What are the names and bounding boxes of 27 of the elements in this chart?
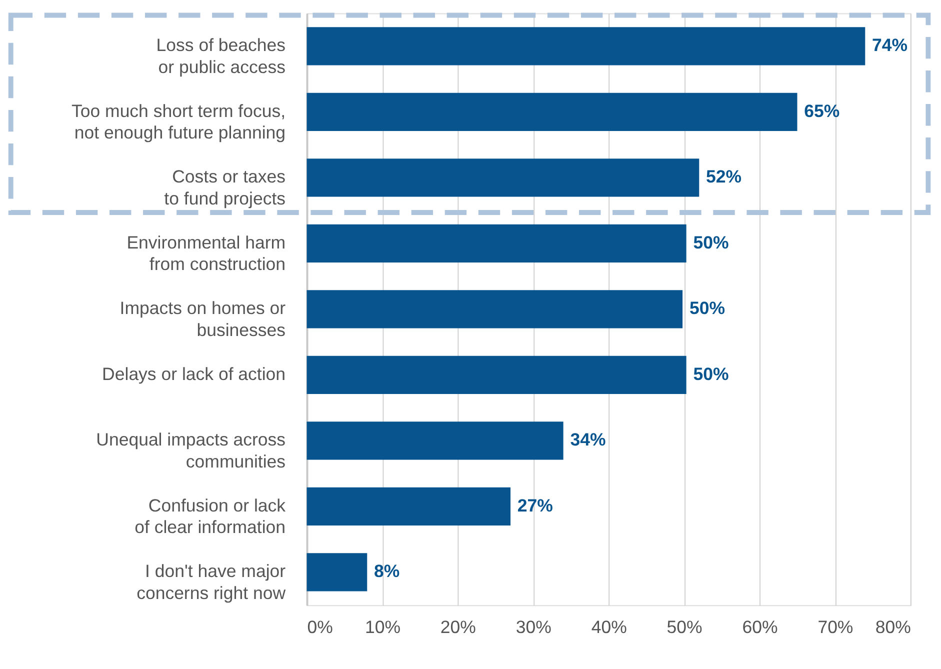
data-label: 34% bbox=[570, 430, 606, 450]
data-label: 50% bbox=[693, 232, 729, 252]
y-tick-label: Unequal impacts across communities bbox=[96, 430, 286, 472]
y-tick-label: I don't have major concerns right now bbox=[136, 561, 286, 603]
y-tick-label: Costs or taxes to fund projects bbox=[164, 166, 286, 208]
data-label: 52% bbox=[706, 166, 742, 187]
y-tick-label: Confusion or lack of clear information bbox=[134, 495, 286, 538]
y-tick-label: Environmental harm from construction bbox=[126, 232, 286, 274]
x-tick-label: 30% bbox=[516, 617, 552, 638]
data-label: 65% bbox=[804, 100, 840, 121]
data-label: 74% bbox=[872, 35, 908, 56]
x-tick-label: 20% bbox=[440, 617, 476, 638]
x-tick-label: 0% bbox=[307, 617, 334, 638]
y-tick-label: Delays or lack of action bbox=[102, 364, 286, 384]
x-tick-label: 40% bbox=[591, 617, 628, 638]
data-label: 50% bbox=[693, 364, 729, 384]
x-tick-label: 70% bbox=[818, 617, 854, 638]
y-tick-label: Impacts on homes or businesses bbox=[120, 298, 286, 340]
data-label: 27% bbox=[517, 495, 554, 516]
data-label: 8% bbox=[374, 561, 400, 582]
x-tick-label: 60% bbox=[742, 617, 778, 638]
x-tick-label: 50% bbox=[666, 617, 703, 638]
x-tick-label: 10% bbox=[364, 617, 401, 638]
x-tick-label: 80% bbox=[875, 617, 912, 638]
y-tick-label: Loss of beaches or public access bbox=[156, 35, 286, 77]
y-tick-label: Too much short term focus, not enough future planning bbox=[71, 100, 286, 143]
data-label: 50% bbox=[689, 298, 726, 318]
